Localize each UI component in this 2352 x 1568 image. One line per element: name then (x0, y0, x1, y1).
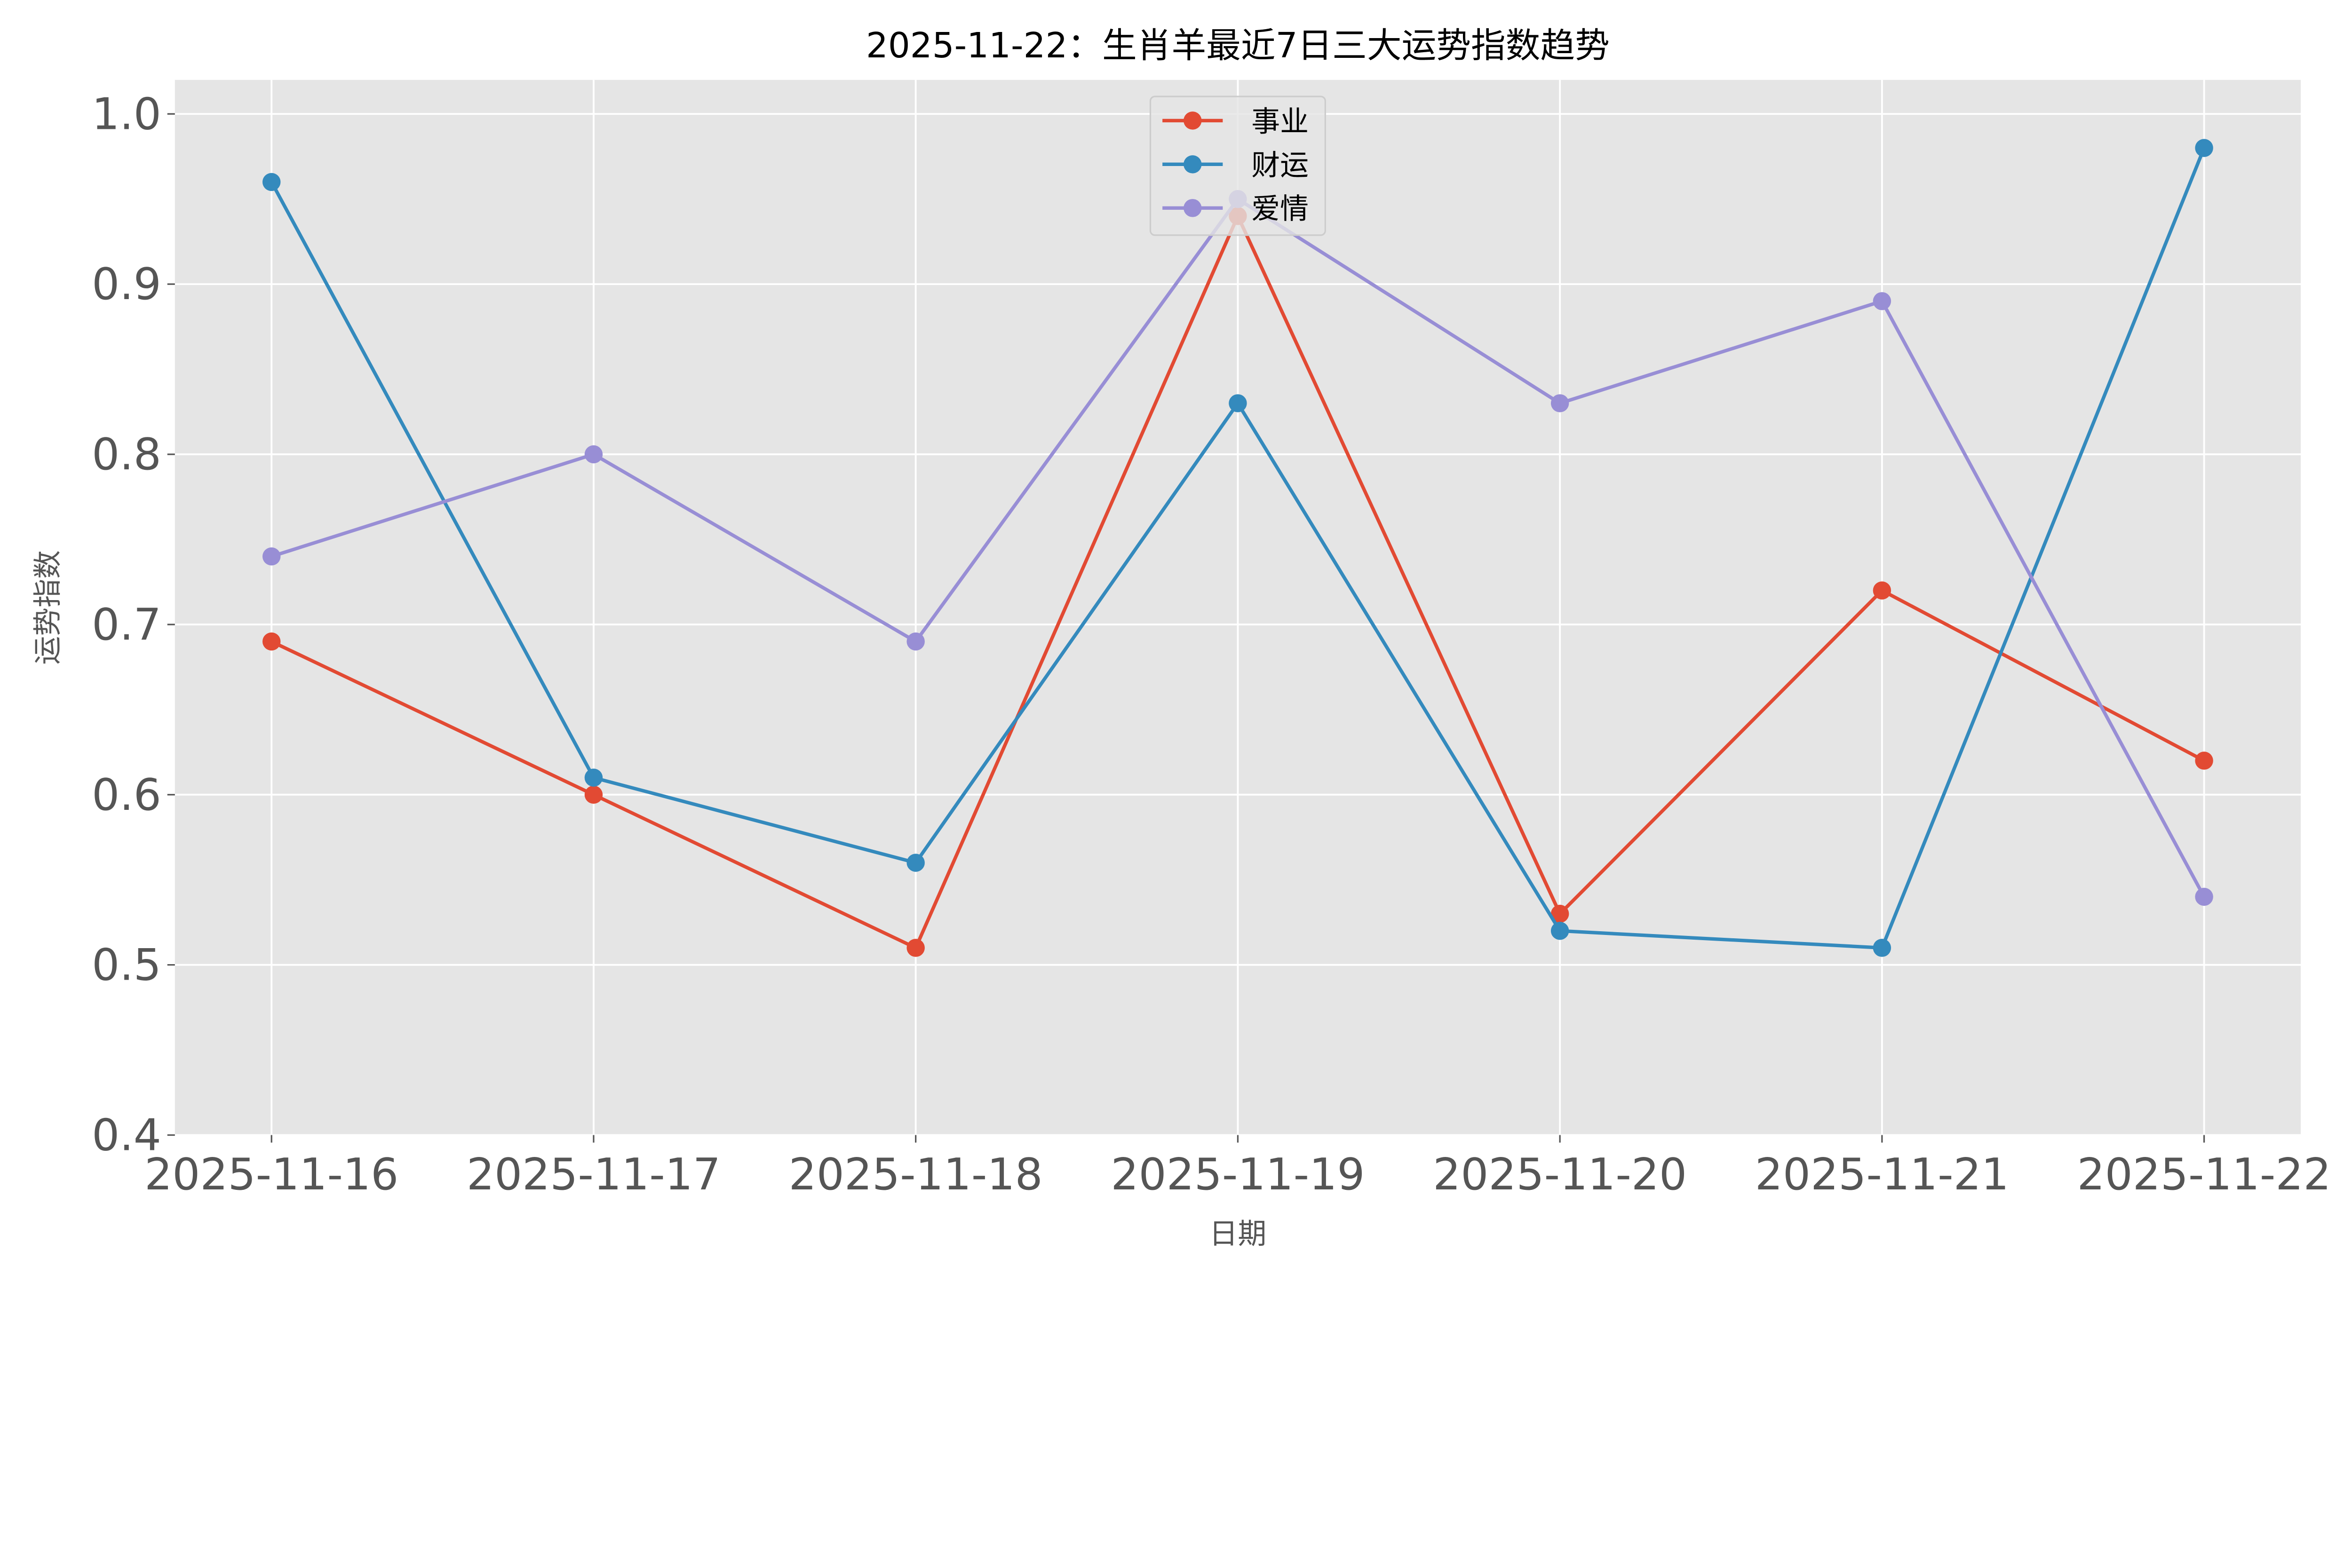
y-tick-label: 0.4 (92, 1110, 161, 1161)
line-chart: 0.40.50.60.70.80.91.0 2025-11-16 2025-11-… (31, 26, 2331, 1251)
x-tick-label: 2025-11-18 (789, 1149, 1043, 1200)
series-2 (262, 139, 2213, 957)
data-point (906, 854, 925, 872)
legend-marker (1184, 155, 1202, 174)
data-point (584, 768, 603, 787)
y-tick-label: 0.7 (92, 599, 161, 650)
y-axis: 0.4 0.5 0.6 0.7 0.8 0.9 1.0 (92, 88, 175, 1161)
data-point (1550, 904, 1569, 923)
legend-marker (1184, 111, 1202, 130)
data-point (1550, 921, 1569, 940)
x-tick-label: 2025-11-21 (1755, 1149, 2009, 1200)
data-point (906, 939, 925, 957)
data-point (1229, 394, 1247, 412)
data-point (1550, 394, 1569, 412)
y-tick-label: 0.6 (92, 769, 161, 820)
chart-title: 2025-11-22：生肖羊最近7日三大运势指数趋势 (866, 26, 1610, 66)
x-tick-label: 2025-11-16 (144, 1149, 398, 1200)
data-point (584, 445, 603, 464)
legend-label: 事业 (1251, 105, 1309, 138)
x-tick-label: 2025-11-20 (1433, 1149, 1687, 1200)
data-point (2195, 887, 2213, 906)
data-point (262, 632, 281, 651)
legend-label: 财运 (1251, 149, 1309, 182)
data-point (2195, 752, 2213, 770)
data-point (1873, 939, 1891, 957)
x-axis-label: 日期 (1209, 1217, 1267, 1251)
y-tick-label: 1.0 (92, 88, 161, 139)
x-axis: 2025-11-16 2025-11-17 2025-11-18 2025-11-19… (144, 1135, 2331, 1200)
y-tick-label: 0.5 (92, 940, 161, 990)
legend-marker (1184, 199, 1202, 217)
x-tick-label: 2025-11-17 (467, 1149, 721, 1200)
grid (175, 79, 2301, 1136)
x-tick-label: 2025-11-22 (2077, 1149, 2331, 1200)
data-point (584, 785, 603, 804)
data-point (2195, 139, 2213, 157)
y-tick-label: 0.8 (92, 429, 161, 480)
x-tick-label: 2025-11-19 (1111, 1149, 1365, 1200)
y-tick-label: 0.9 (92, 259, 161, 309)
data-point (1873, 581, 1891, 600)
legend-label: 爱情 (1251, 192, 1309, 226)
y-axis-label: 运势指数 (31, 550, 64, 665)
data-point (906, 632, 925, 651)
data-point (1873, 292, 1891, 310)
data-point (262, 547, 281, 566)
data-point (262, 173, 281, 191)
